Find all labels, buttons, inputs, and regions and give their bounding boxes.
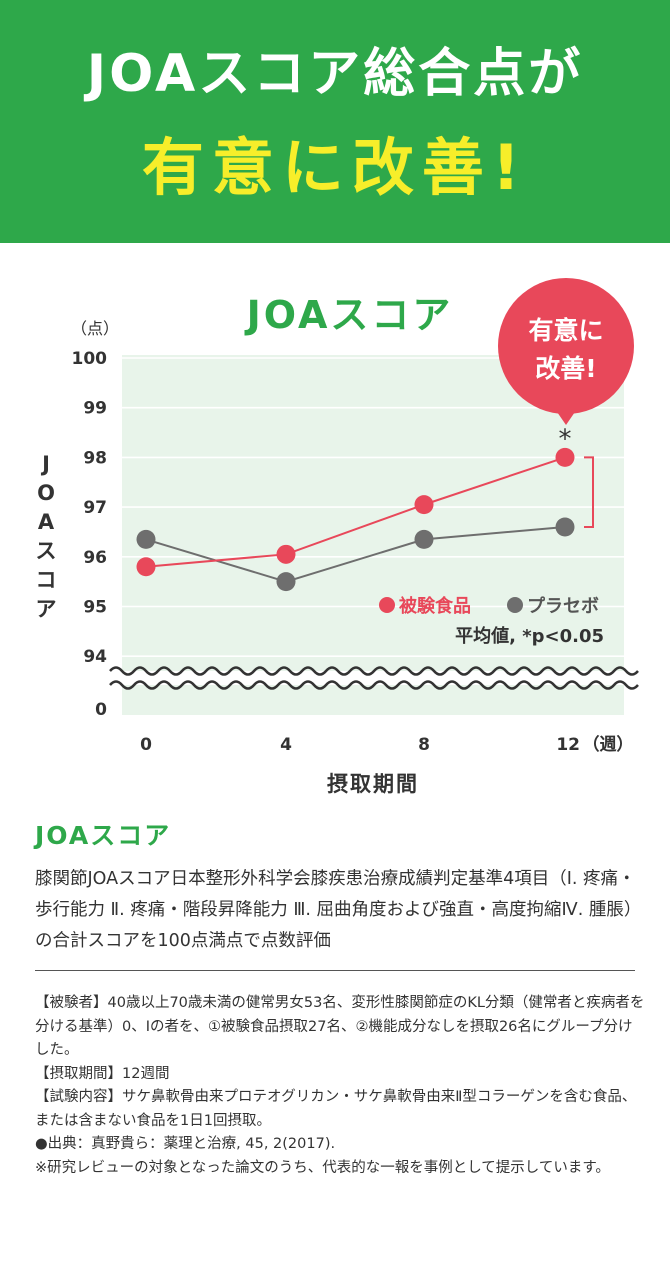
- x-axis-label: 摂取期間: [327, 772, 419, 796]
- note-subjects: 【被験者】40歳以上70歳未満の健常男女53名、変形性膝関節症のKL分類（健常者…: [35, 995, 645, 1058]
- divider: [35, 970, 635, 971]
- data-point: [136, 529, 156, 549]
- y-axis-label: JOAスコア: [36, 452, 57, 621]
- y-tick-label: 94: [83, 647, 107, 667]
- note-content: 【試験内容】サケ鼻軟骨由来プロテオグリカン・サケ鼻軟骨由来Ⅱ型コラーゲンを含む食…: [35, 1089, 637, 1129]
- callout-bubble: [498, 278, 634, 414]
- note-period: 【摂取期間】12週間: [35, 1065, 170, 1082]
- y-tick-label: 97: [83, 498, 107, 518]
- x-tick-label: 12: [556, 735, 580, 755]
- legend: 被験食品 プラセボ: [379, 595, 599, 617]
- axis-break-band: [108, 671, 638, 685]
- legend-label: プラセボ: [527, 595, 599, 617]
- x-unit-label: （週）: [583, 734, 634, 755]
- y-axis-label-char: A: [38, 510, 55, 534]
- grid: [122, 357, 624, 658]
- significance-bracket: *: [559, 424, 594, 528]
- y-axis-label-char: ア: [36, 597, 57, 621]
- legend-marker: [379, 597, 395, 613]
- section-description: 膝関節JOAスコア日本整形外科学会膝疾患治療成績判定基準4項目（Ⅰ. 疼痛・歩行…: [35, 869, 642, 951]
- section-title: JOAスコア: [35, 821, 172, 850]
- data-point: [136, 557, 156, 577]
- data-point: [276, 544, 296, 564]
- y-tick-label: 96: [83, 548, 107, 568]
- legend-label: 被験食品: [399, 595, 471, 617]
- chart-title: JOAスコア: [244, 293, 454, 337]
- callout-line1: 有意に: [528, 316, 603, 345]
- headline-line2: 有意に改善!: [141, 131, 529, 204]
- headline-banner: JOAスコア総合点が 有意に改善!: [0, 0, 670, 243]
- y-tick-label: 99: [83, 399, 107, 419]
- significance-asterisk: *: [559, 424, 572, 454]
- series-group: [136, 447, 575, 592]
- x-tick-label: 4: [280, 735, 292, 755]
- y-tick-label: 95: [83, 598, 107, 618]
- y-axis-ticks: 100 99 98 97 96 95 94 0: [72, 349, 108, 720]
- y-tick-label: 100: [72, 349, 108, 369]
- data-point: [414, 529, 434, 549]
- data-point: [414, 495, 434, 515]
- study-notes: 【被験者】40歳以上70歳未満の健常男女53名、変形性膝関節症のKL分類（健常者…: [35, 992, 645, 1180]
- chart-note: 平均値, *p<0.05: [455, 625, 604, 647]
- axis-break-wave-bottom: [109, 680, 639, 690]
- headline-line1: JOAスコア総合点が: [86, 44, 584, 104]
- plot-area: [122, 355, 624, 715]
- joa-line-chart: JOAスコア （点） 100 99 98 97 96 95 94 0 0 4 8 12 （週） 摂取…: [36, 278, 639, 796]
- series-line-0: [145, 456, 566, 568]
- x-tick-label: 0: [140, 735, 152, 755]
- note-source: ●出典：真野貴ら：薬理と治療, 45, 2(2017).: [35, 1136, 336, 1152]
- y-axis-label-char: ス: [36, 539, 57, 563]
- bracket-line: [584, 456, 594, 528]
- x-tick-label: 8: [418, 735, 430, 755]
- data-point: [555, 517, 575, 537]
- improvement-callout: 有意に 改善!: [498, 278, 634, 425]
- callout-line2: 改善!: [535, 354, 596, 383]
- y-axis-label-char: O: [37, 481, 55, 505]
- x-axis-ticks: 0 4 8 12: [140, 735, 580, 755]
- y-unit-label: （点）: [71, 319, 119, 338]
- y-tick-label: 0: [95, 700, 107, 720]
- data-point: [276, 572, 296, 592]
- axis-break: [108, 666, 639, 690]
- note-disclaimer: ※研究レビューの対象となった論文のうち、代表的な一報を事例として提示しています。: [35, 1159, 610, 1176]
- legend-marker: [507, 597, 523, 613]
- data-point: [555, 447, 575, 467]
- callout-pointer: [555, 409, 577, 425]
- y-axis-label-char: コ: [36, 568, 57, 592]
- y-axis-label-char: J: [40, 452, 50, 476]
- y-tick-label: 98: [83, 448, 107, 468]
- axis-break-wave-top: [109, 666, 639, 676]
